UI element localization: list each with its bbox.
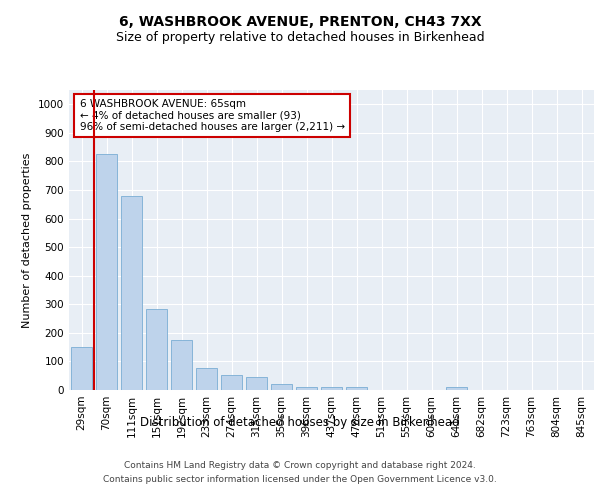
Bar bbox=[321, 386, 342, 390]
Bar bbox=[146, 310, 167, 390]
Bar bbox=[271, 384, 292, 390]
Bar bbox=[296, 386, 317, 390]
Text: Contains HM Land Registry data © Crown copyright and database right 2024.: Contains HM Land Registry data © Crown c… bbox=[124, 462, 476, 470]
Bar bbox=[346, 387, 367, 390]
Y-axis label: Number of detached properties: Number of detached properties bbox=[22, 152, 32, 328]
Text: Size of property relative to detached houses in Birkenhead: Size of property relative to detached ho… bbox=[116, 31, 484, 44]
Bar bbox=[171, 340, 192, 390]
Bar bbox=[121, 196, 142, 390]
Text: Contains public sector information licensed under the Open Government Licence v3: Contains public sector information licen… bbox=[103, 476, 497, 484]
Bar bbox=[446, 387, 467, 390]
Bar bbox=[96, 154, 117, 390]
Text: 6, WASHBROOK AVENUE, PRENTON, CH43 7XX: 6, WASHBROOK AVENUE, PRENTON, CH43 7XX bbox=[119, 16, 481, 30]
Text: Distribution of detached houses by size in Birkenhead: Distribution of detached houses by size … bbox=[140, 416, 460, 429]
Bar bbox=[246, 377, 267, 390]
Text: 6 WASHBROOK AVENUE: 65sqm
← 4% of detached houses are smaller (93)
96% of semi-d: 6 WASHBROOK AVENUE: 65sqm ← 4% of detach… bbox=[79, 99, 344, 132]
Bar bbox=[196, 368, 217, 390]
Bar bbox=[71, 347, 92, 390]
Bar bbox=[221, 375, 242, 390]
